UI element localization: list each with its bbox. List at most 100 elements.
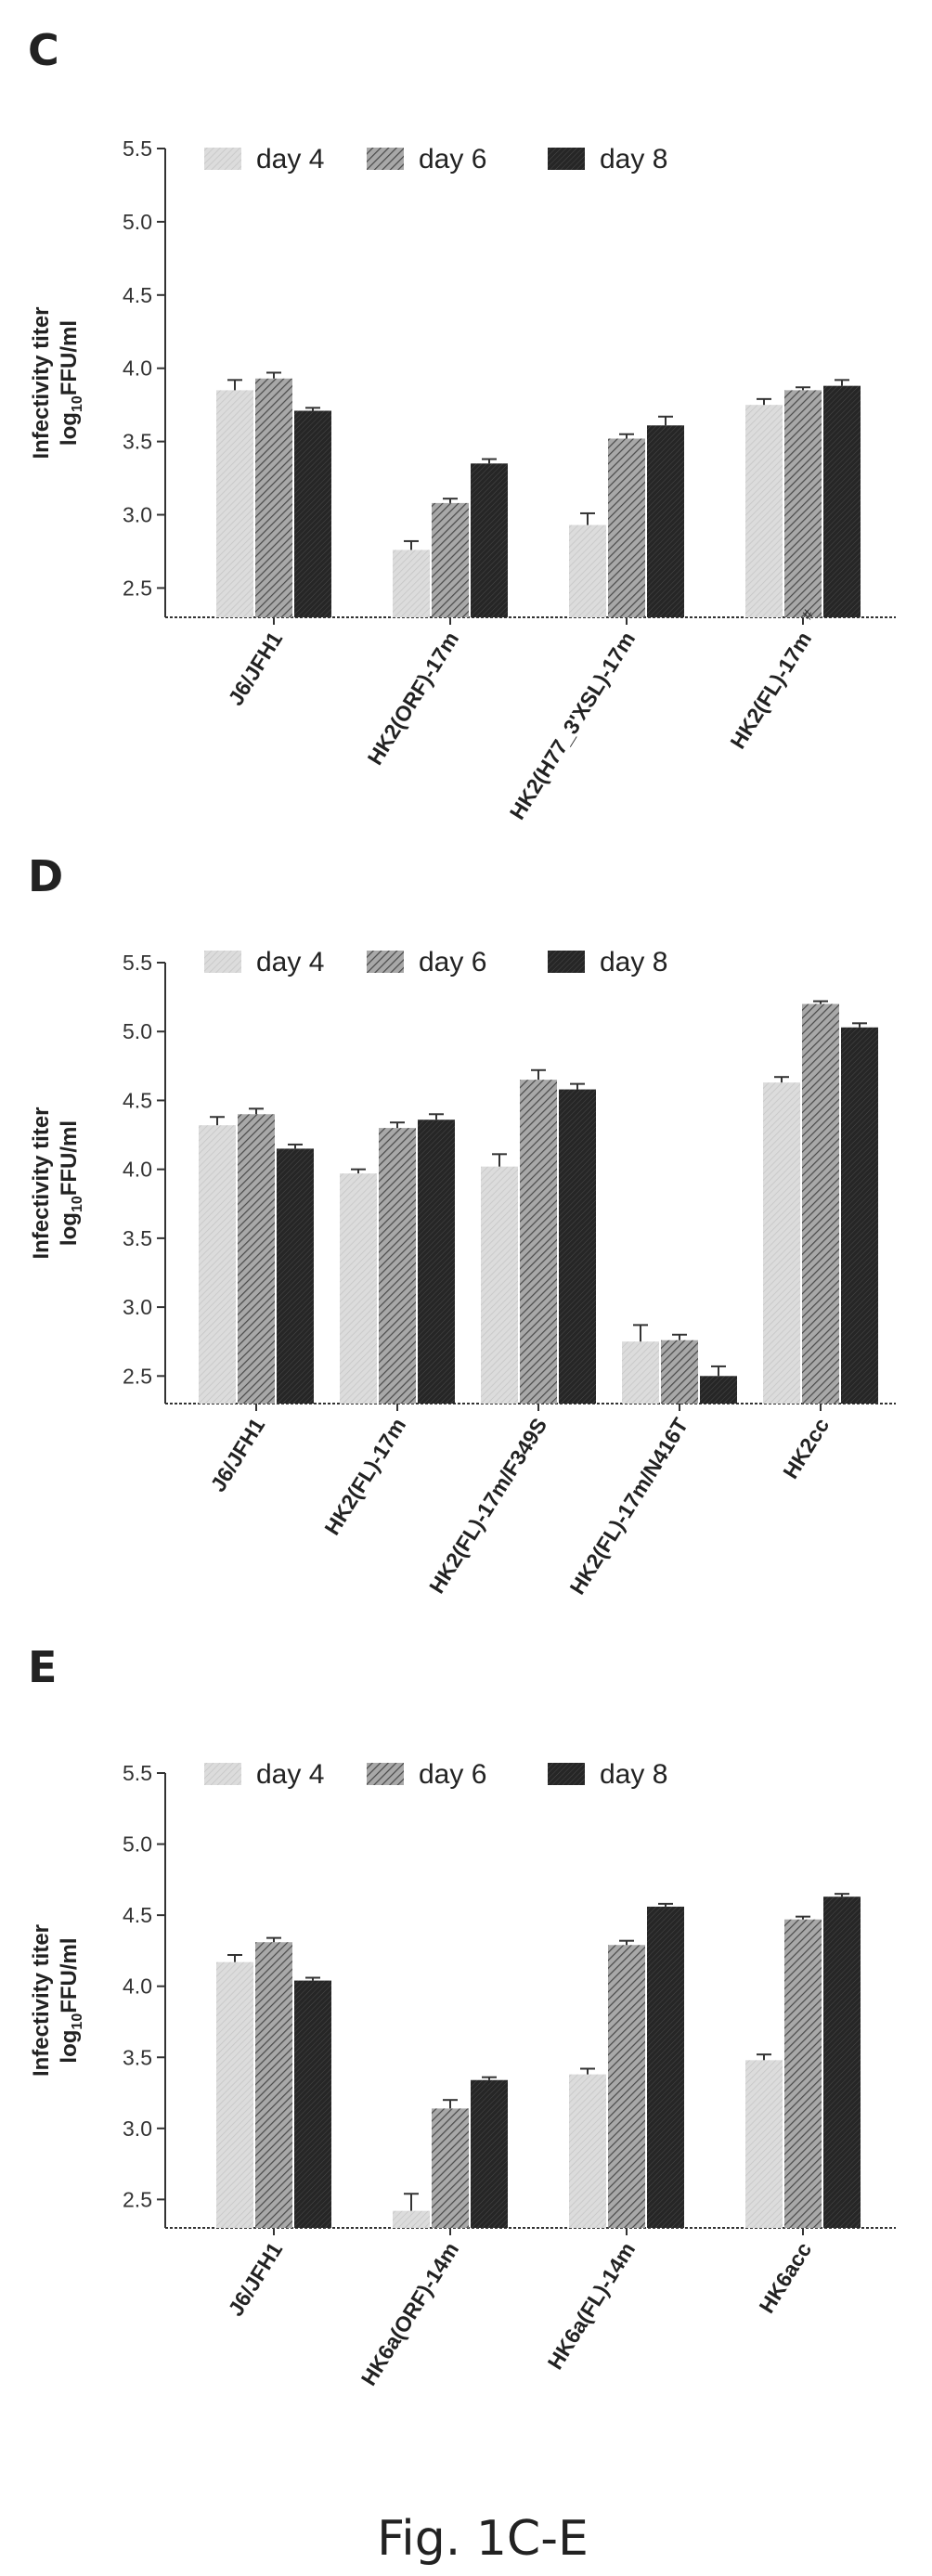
y-tick-label: 3.0	[123, 1295, 152, 1319]
y-tick-label: 4.0	[123, 356, 152, 381]
y-tick-label: 5.0	[123, 210, 152, 234]
bar-day-6	[608, 438, 645, 617]
legend-swatch-day-4	[204, 951, 241, 973]
y-tick-label: 5.5	[123, 951, 152, 975]
legend-swatch-day-8	[548, 1763, 585, 1785]
legend-label: day 8	[600, 947, 667, 977]
y-tick-label: 3.5	[123, 430, 152, 454]
category-label: HK6a(FL)-14m	[543, 2238, 641, 2374]
bar-day-4	[745, 405, 783, 617]
legend-swatch-day-4	[204, 1763, 241, 1785]
bar-day-6	[432, 502, 469, 617]
bar-day-4	[763, 1082, 800, 1404]
legend-swatch-day-6	[367, 148, 404, 170]
bar-day-4	[569, 2074, 606, 2228]
bar-day-8	[294, 1980, 331, 2228]
category-label: HK2(H77_3'XSL)-17m	[505, 628, 641, 823]
legend-label: day 4	[256, 947, 324, 977]
bar-day-4	[199, 1125, 236, 1404]
bar-day-4	[216, 1961, 253, 2228]
panel-letter: D	[28, 851, 63, 901]
legend-label: day 6	[419, 947, 486, 977]
category-label: HK2(FL)-17m	[319, 1414, 410, 1539]
bar-day-6	[802, 1003, 839, 1404]
y-axis-unit-label: log10FFU/ml	[57, 1120, 85, 1246]
bar-day-6	[379, 1128, 416, 1404]
bar-day-6	[520, 1080, 557, 1404]
y-tick-label: 5.0	[123, 1832, 152, 1857]
legend-swatch-day-6	[367, 951, 404, 973]
legend-label: day 8	[600, 144, 667, 175]
bar-day-8	[559, 1089, 596, 1404]
bar-day-6	[784, 1919, 822, 2228]
category-label: HK6a(ORF)-14m	[356, 2238, 464, 2389]
legend-label: day 4	[256, 144, 324, 175]
category-label: HK2(FL)-17m/N416T	[564, 1414, 693, 1599]
bar-day-6	[255, 378, 292, 617]
y-tick-label: 4.5	[123, 1088, 152, 1112]
panel-letter: C	[28, 25, 59, 75]
legend-label: day 4	[256, 1759, 324, 1790]
bar-day-8	[471, 2079, 508, 2228]
chart-panel-d: D 2.5 3.0 3.5 4.0 4.5 5.0 5.5 Infectivity titer l…	[28, 851, 896, 1599]
legend-label: day 6	[419, 1759, 486, 1790]
chart-panel-c: C 2.5 3.0 3.5 4.0 4.5 5.0 5.5 Infectivity titer l…	[28, 25, 896, 823]
y-tick-label: 3.5	[123, 2045, 152, 2069]
y-tick-label: 2.5	[123, 576, 152, 600]
bar-day-6	[238, 1114, 275, 1404]
bar-day-4	[216, 390, 253, 617]
category-label: HK2(FL)-17m/F349S	[424, 1414, 551, 1598]
bar-day-6	[608, 1945, 645, 2228]
category-label: HK2cc	[778, 1414, 834, 1483]
bar-day-4	[340, 1173, 377, 1404]
bar-day-6	[255, 1942, 292, 2228]
category-label: HK2(ORF)-17m	[363, 628, 464, 770]
bar-day-4	[481, 1166, 518, 1404]
legend-label: day 6	[419, 144, 486, 175]
y-tick-label: 2.5	[123, 1364, 152, 1388]
category-label: HK6acc	[754, 2238, 816, 2318]
y-tick-label: 5.5	[123, 1761, 152, 1785]
y-tick-label: 3.0	[123, 2116, 152, 2141]
bar-day-8	[823, 385, 861, 617]
category-label: HK2(FL)-17m	[725, 628, 816, 753]
bar-day-4	[622, 1341, 659, 1404]
legend-swatch-day-6	[367, 1763, 404, 1785]
bar-day-4	[393, 550, 430, 617]
bar-day-8	[418, 1120, 455, 1404]
y-tick-label: 2.5	[123, 2187, 152, 2211]
y-axis-unit-label: log10FFU/ml	[57, 1937, 85, 2063]
bar-day-8	[471, 463, 508, 617]
bar-day-8	[277, 1148, 314, 1404]
bar-day-8	[823, 1896, 861, 2228]
category-label: J6/JFH1	[205, 1414, 269, 1496]
y-axis-label: Infectivity titer	[29, 306, 54, 459]
bar-day-6	[661, 1340, 698, 1404]
bar-day-8	[647, 425, 684, 617]
bar-day-4	[569, 524, 606, 617]
y-tick-label: 4.5	[123, 283, 152, 307]
legend-swatch-day-8	[548, 951, 585, 973]
category-label: J6/JFH1	[223, 2238, 287, 2321]
y-tick-label: 4.0	[123, 1974, 152, 1999]
legend-swatch-day-4	[204, 148, 241, 170]
legend-label: day 8	[600, 1759, 667, 1790]
bar-day-8	[700, 1376, 737, 1404]
bar-day-4	[393, 2210, 430, 2228]
legend-swatch-day-8	[548, 148, 585, 170]
y-tick-label: 5.5	[123, 136, 152, 161]
y-axis-label: Infectivity titer	[29, 1924, 54, 2077]
y-tick-label: 4.5	[123, 1903, 152, 1927]
figure-caption: Fig. 1C-E	[377, 2511, 589, 2567]
bar-day-6	[432, 2108, 469, 2228]
y-tick-label: 3.0	[123, 503, 152, 527]
y-tick-label: 4.0	[123, 1158, 152, 1182]
bar-day-8	[841, 1027, 878, 1404]
panel-letter: E	[28, 1642, 57, 1692]
y-tick-label: 5.0	[123, 1019, 152, 1043]
bar-day-8	[647, 1906, 684, 2228]
chart-panel-e: E 2.5 3.0 3.5 4.0 4.5 5.0 5.5 Infectivity titer l…	[28, 1642, 896, 2389]
category-label: J6/JFH1	[223, 628, 287, 710]
y-tick-label: 3.5	[123, 1226, 152, 1250]
